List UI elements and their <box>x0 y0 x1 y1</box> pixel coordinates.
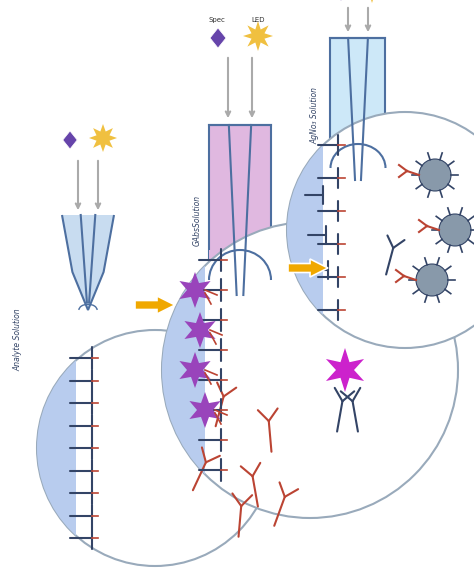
Bar <box>330 38 385 168</box>
Text: LED: LED <box>251 17 265 23</box>
Polygon shape <box>180 272 210 308</box>
Polygon shape <box>210 28 226 48</box>
FancyBboxPatch shape <box>286 128 323 331</box>
Text: AgNo₃ Solution: AgNo₃ Solution <box>310 86 319 143</box>
FancyArrow shape <box>288 259 328 277</box>
Circle shape <box>37 330 273 566</box>
Bar <box>330 144 385 168</box>
Bar <box>209 250 271 280</box>
Polygon shape <box>326 348 364 392</box>
FancyArrow shape <box>135 296 175 314</box>
Polygon shape <box>63 131 77 149</box>
Polygon shape <box>184 312 216 348</box>
FancyBboxPatch shape <box>36 343 76 553</box>
Polygon shape <box>89 124 117 152</box>
Circle shape <box>416 264 448 296</box>
Text: GAbsSolution: GAbsSolution <box>192 195 201 245</box>
Polygon shape <box>62 215 114 310</box>
Polygon shape <box>359 0 385 3</box>
Circle shape <box>287 112 474 348</box>
Polygon shape <box>180 352 210 388</box>
FancyBboxPatch shape <box>161 236 205 504</box>
Polygon shape <box>190 392 220 428</box>
Circle shape <box>419 159 451 191</box>
Ellipse shape <box>209 250 271 310</box>
Polygon shape <box>243 21 273 51</box>
Polygon shape <box>334 0 348 1</box>
Circle shape <box>162 222 458 518</box>
Text: Analyte Solution: Analyte Solution <box>13 309 22 372</box>
Bar <box>209 125 271 280</box>
Text: Spec: Spec <box>209 17 226 23</box>
Ellipse shape <box>330 144 385 192</box>
Circle shape <box>439 214 471 246</box>
